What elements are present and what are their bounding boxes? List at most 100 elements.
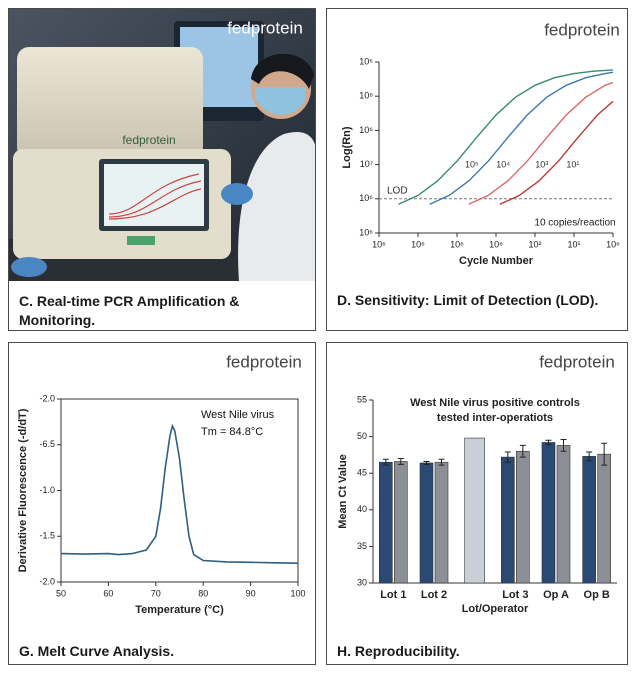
error-bar — [519, 444, 526, 458]
curve-label: 10⁴ — [496, 160, 510, 170]
annotation: Tm = 84.8°C — [201, 426, 263, 438]
mask — [255, 87, 305, 115]
x-tick-label: 10⁶ — [372, 239, 386, 249]
x-tick-label: Lot 1 — [380, 589, 406, 601]
hair — [251, 53, 314, 89]
x-tick-label: 100 — [290, 588, 305, 598]
x-tick-label: 60 — [103, 588, 113, 598]
y-tick-label: -1.0 — [39, 485, 55, 495]
bar — [501, 456, 515, 584]
x-tick-label: Lot 2 — [421, 589, 447, 601]
x-tick-label: 10² — [528, 239, 541, 249]
y-tick-label: 10⁷ — [360, 159, 373, 169]
x-tick-label: 10¹ — [567, 239, 580, 249]
data-line — [429, 71, 614, 205]
caption: H. Reproducibility. — [337, 643, 460, 659]
panel-h: fedprotein 30 35 40 45 50 55 Lot/Operator Mean … — [326, 342, 628, 665]
y-tick-label: 50 — [357, 431, 367, 441]
chart: fedprotein 30 35 40 45 50 55 Lot/Operator Mean … — [337, 352, 617, 615]
x-axis-title: Lot/Operator — [462, 603, 529, 615]
bar — [434, 461, 449, 584]
chart-title: West Nile virus positive controls — [410, 397, 580, 409]
y-tick-label: -1.5 — [39, 531, 55, 541]
y-tick-label: -6.5 — [39, 439, 55, 449]
lab-coat — [238, 132, 315, 281]
bar — [582, 456, 596, 584]
x-tick-label: 70 — [151, 588, 161, 598]
bar — [516, 450, 530, 584]
x-tick-label: 50 — [56, 588, 66, 598]
chart: fedprotein -2.0-1.5-1.0-6.5-2.050 60 70 80 9… — [17, 352, 306, 616]
x-tick-label: Op A — [543, 589, 569, 601]
watermark: fedprotein — [226, 352, 302, 371]
curve-label: 10¹ — [566, 160, 579, 170]
data-line — [468, 81, 614, 205]
error-bar — [601, 442, 608, 466]
x-tick-label: 90 — [246, 588, 256, 598]
y-tick-label: 30 — [357, 577, 367, 587]
x-tick-label: 80 — [198, 588, 208, 598]
y-tick-label: 40 — [357, 504, 367, 514]
error-bar — [560, 439, 567, 452]
error-bar — [545, 439, 552, 446]
bar — [379, 461, 393, 584]
y-tick-label: 10⁸ — [359, 91, 373, 101]
caption: D. Sensitivity: Limit of Detection (LOD)… — [337, 292, 599, 308]
watermark: fedprotein — [544, 20, 620, 39]
y-tick-label: 10⁶ — [359, 125, 373, 135]
x-tick-label: Lot 3 — [502, 589, 528, 601]
y-axis-title: Derivative Fluorescence (-d/dT) — [17, 408, 29, 572]
data-line — [398, 69, 614, 205]
error-bar — [382, 458, 389, 466]
machine-badge — [127, 236, 155, 245]
bar — [419, 462, 434, 584]
error-bar — [423, 460, 430, 465]
glove — [221, 183, 253, 205]
y-axis-title: Log(Rn) — [341, 126, 353, 168]
x-tick-label: 10⁶ — [450, 239, 464, 249]
y-tick-label: 45 — [357, 468, 367, 478]
chart-title: tested inter-operatiots — [437, 412, 553, 424]
bar — [556, 445, 571, 584]
error-bar — [504, 451, 511, 463]
error-bar — [397, 458, 404, 465]
data-line — [499, 100, 614, 205]
bar — [464, 437, 485, 584]
y-tick-label: 35 — [357, 541, 367, 551]
curve-label: 10³ — [535, 160, 548, 170]
x-tick-label: 10⁸ — [489, 239, 503, 249]
machine-lid — [17, 47, 203, 159]
x-tick-label: 10⁶ — [606, 239, 620, 249]
chart: fedprotein 10⁶ 10⁶ 10⁷ 10⁶ 10⁸ 10⁶ 10⁶ 10⁶ 10⁶ 10… — [341, 20, 620, 267]
bar — [597, 453, 611, 584]
curve-label: 10⁵ — [465, 160, 479, 170]
panel-c: fedprotein fedprotein C. Real-time PCR A… — [8, 8, 316, 331]
photo: fedprotein fedprotein — [9, 9, 315, 281]
y-tick-label: 10⁶ — [359, 193, 373, 203]
bar — [394, 461, 408, 584]
y-tick-label: -2.0 — [39, 393, 55, 403]
x-tick-label: Op B — [584, 589, 610, 601]
data-line — [60, 423, 299, 564]
error-bar — [438, 458, 445, 466]
panel-d: fedprotein 10⁶ 10⁶ 10⁷ 10⁶ 10⁸ 10⁶ 10⁶ 10⁶ 10⁶ 10… — [326, 8, 628, 331]
watermark: fedprotein — [539, 352, 615, 371]
x-axis-title: Temperature (°C) — [135, 604, 224, 616]
reference-label: LOD — [387, 185, 408, 196]
device-label: fedprotein — [122, 133, 175, 147]
watermark: fedprotein — [227, 18, 303, 37]
annotation: 10 copies/reaction — [534, 218, 615, 229]
x-tick-label: 10⁶ — [411, 239, 425, 249]
y-tick-label: 10⁶ — [359, 227, 373, 237]
caption: G. Melt Curve Analysis. — [19, 643, 175, 659]
caption: C. Real-time PCR Amplification & Monitor… — [19, 293, 240, 328]
x-axis-title: Cycle Number — [459, 255, 534, 267]
y-tick-label: 55 — [357, 394, 367, 404]
panel-g: fedprotein -2.0 -1.5 -1.0 -6.5 -2.0 50 60 70 80 9… — [8, 342, 316, 665]
y-axis-title: Mean Ct Value — [337, 454, 349, 529]
y-tick-label: 10⁶ — [359, 56, 373, 66]
glove — [11, 257, 47, 277]
annotation: West Nile virus — [201, 409, 275, 421]
bar — [541, 442, 556, 584]
